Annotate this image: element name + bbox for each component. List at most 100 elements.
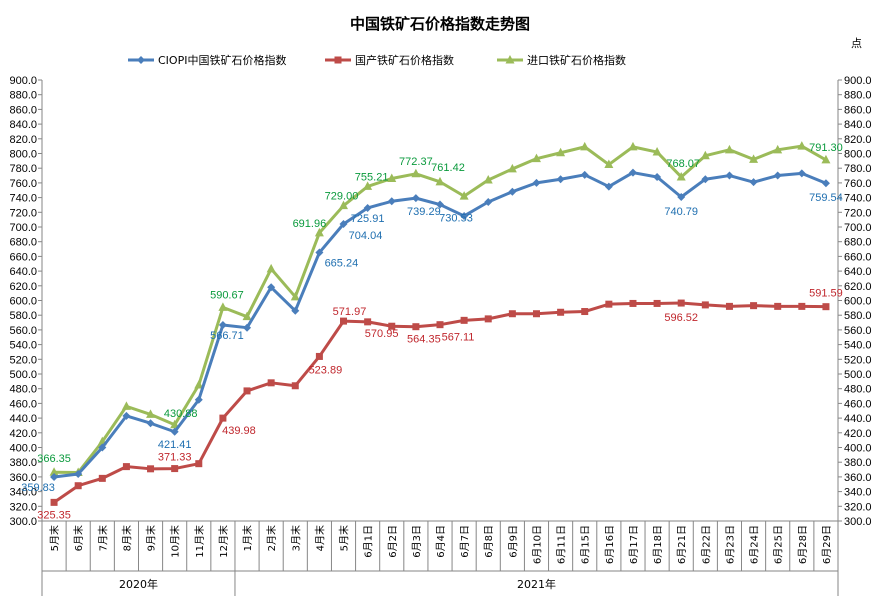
data-point-marker	[628, 141, 638, 151]
y-tick-label-right: 480.0	[844, 384, 872, 396]
data-point-marker	[387, 197, 396, 206]
legend-entry: CIOPI中国铁矿石价格指数	[128, 53, 286, 67]
data-point-marker	[604, 182, 613, 191]
data-point-marker	[677, 299, 685, 307]
data-point-marker	[821, 154, 831, 164]
data-label: 730.53	[439, 213, 473, 225]
data-label: 571.97	[333, 306, 367, 318]
x-category-label: 6月11日	[556, 525, 568, 564]
data-label: 691.96	[293, 218, 327, 230]
data-point-marker	[146, 409, 156, 418]
data-point-marker	[74, 469, 83, 478]
data-point-marker	[531, 153, 541, 163]
x-category-label: 9月末	[145, 525, 158, 551]
year-group-label: 2021年	[517, 577, 556, 591]
data-label: 729.00	[325, 191, 359, 203]
y-tick-label-right: 320.0	[844, 501, 872, 513]
data-point-marker	[194, 395, 203, 404]
y-tick-label-right: 800.0	[844, 149, 872, 161]
data-point-marker	[484, 198, 493, 207]
y-tick-label-left: 840.0	[9, 119, 37, 131]
data-point-marker	[315, 352, 323, 360]
data-point-marker	[774, 302, 782, 310]
x-category-label: 6月25日	[773, 525, 785, 564]
data-label: 564.35	[407, 334, 441, 346]
data-point-marker	[339, 220, 348, 229]
y-tick-label-right: 740.0	[844, 193, 872, 205]
y-tick-label-right: 760.0	[844, 178, 872, 190]
data-point-marker	[50, 498, 58, 506]
y-tick-label-left: 900.0	[9, 75, 37, 87]
data-point-marker	[412, 323, 420, 331]
data-point-marker	[339, 200, 349, 210]
x-category-label: 6月10日	[531, 525, 543, 564]
y-tick-label-left: 700.0	[9, 222, 37, 234]
data-point-marker	[436, 321, 444, 329]
y-tick-label-right: 360.0	[844, 472, 872, 484]
data-point-marker	[700, 150, 710, 160]
data-point-marker	[49, 467, 59, 476]
data-label: 591.59	[809, 288, 843, 300]
data-point-marker	[532, 178, 541, 187]
y-tick-label-right: 700.0	[844, 222, 872, 234]
x-category-label: 6月末	[72, 525, 85, 551]
data-point-marker	[98, 443, 107, 452]
data-label: 325.35	[37, 509, 71, 521]
legend-label: 国产铁矿石价格指数	[355, 53, 454, 67]
y-tick-label-left: 400.0	[9, 443, 37, 455]
data-point-marker	[653, 299, 661, 307]
x-category-label: 3月末	[289, 525, 302, 551]
data-point-marker	[98, 474, 106, 482]
plot-area	[49, 141, 831, 506]
data-point-marker	[435, 176, 445, 186]
data-point-marker	[701, 301, 709, 309]
y-tick-label-left: 480.0	[9, 384, 37, 396]
y-tick-label-left: 760.0	[9, 178, 37, 190]
data-point-marker	[387, 173, 397, 182]
y-tick-label-right: 460.0	[844, 398, 872, 410]
data-point-marker	[507, 163, 517, 173]
y-tick-label-right: 560.0	[844, 325, 872, 337]
data-label: 439.98	[222, 425, 256, 437]
data-point-marker	[411, 194, 420, 203]
data-point-marker	[364, 318, 372, 326]
x-category-label: 8月末	[120, 525, 133, 551]
data-point-marker	[556, 147, 566, 157]
data-label: 772.37	[399, 156, 433, 168]
data-label: 761.42	[431, 162, 465, 174]
y-tick-label-right: 440.0	[844, 413, 872, 425]
data-point-marker	[604, 159, 614, 169]
legend-entry: 国产铁矿石价格指数	[325, 53, 454, 67]
data-point-marker	[581, 308, 589, 316]
x-category-label: 6月4日	[435, 525, 447, 558]
data-label: 371.33	[158, 452, 192, 464]
x-category-label: 12月末	[217, 525, 230, 558]
data-point-marker	[147, 465, 155, 473]
data-point-marker	[218, 320, 227, 329]
y-tick-label-left: 640.0	[9, 266, 37, 278]
data-point-marker	[629, 299, 637, 307]
x-category-label: 2月末	[265, 525, 278, 551]
data-point-marker	[137, 56, 145, 64]
data-point-marker	[605, 300, 613, 308]
data-point-marker	[388, 322, 396, 330]
data-point-marker	[701, 175, 710, 184]
data-point-marker	[505, 55, 515, 64]
data-point-marker	[653, 173, 662, 182]
y-tick-label-left: 500.0	[9, 369, 37, 381]
y-tick-label-left: 420.0	[9, 428, 37, 440]
data-point-marker	[557, 308, 565, 316]
data-label: 725.91	[351, 213, 385, 225]
x-category-label: 11月末	[193, 525, 206, 558]
y-tick-label-left: 520.0	[9, 354, 37, 366]
data-point-marker	[411, 168, 421, 178]
y-tick-label-left: 600.0	[9, 296, 37, 308]
data-label: 566.71	[210, 330, 244, 342]
y-tick-label-right: 620.0	[844, 281, 872, 293]
data-point-marker	[580, 170, 589, 179]
data-point-marker	[315, 248, 324, 257]
y-tick-label-left: 580.0	[9, 310, 37, 322]
x-category-label: 6月28日	[797, 525, 809, 564]
y-tick-label-right: 540.0	[844, 340, 872, 352]
